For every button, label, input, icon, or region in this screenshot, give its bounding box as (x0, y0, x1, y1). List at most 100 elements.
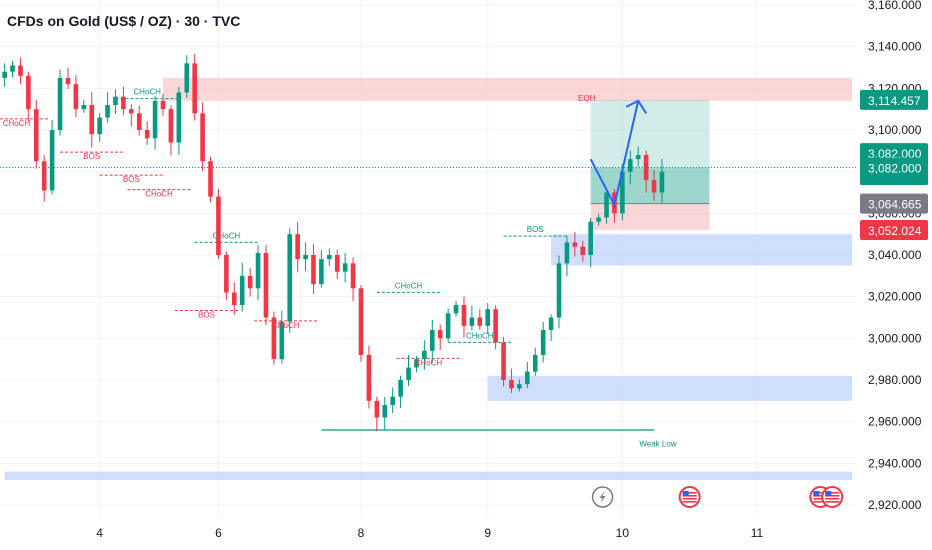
candle (41, 161, 47, 191)
us-flag-icon-stripe (682, 495, 697, 497)
candle (303, 255, 308, 260)
annotation-label: CHoCH (213, 231, 241, 240)
candle (382, 405, 388, 418)
us-flag-icon-stripe (682, 501, 697, 503)
y-tick-label: 3,160.000 (868, 0, 922, 12)
arrow-head (625, 99, 647, 114)
x-tick-label: 4 (96, 526, 103, 540)
candle (208, 161, 213, 197)
candle (239, 275, 245, 305)
lightning-icon-bolt (599, 491, 606, 503)
y-tick-label: 3,020.000 (868, 290, 922, 304)
us-flag-icon-stripe (813, 498, 828, 500)
us-flag-icon-canton (813, 491, 820, 496)
candle (453, 305, 459, 314)
candle (350, 263, 356, 289)
candle (129, 109, 134, 114)
candle (501, 342, 506, 380)
candle (620, 171, 625, 214)
x-tick-label: 6 (215, 526, 222, 540)
price-tag-label: 3,064.665 (868, 198, 922, 212)
candle (596, 217, 601, 222)
y-tick-label: 2,940.000 (868, 456, 922, 470)
candle (224, 255, 229, 293)
stop-zone (590, 203, 710, 230)
annotation-label: CHoCH (415, 358, 443, 367)
candle (461, 305, 467, 326)
event-icons[interactable] (591, 486, 844, 508)
zones (4, 77, 853, 480)
x-tick-label: 11 (751, 526, 764, 540)
price-tag (860, 219, 928, 240)
projection-path (589, 100, 640, 208)
candle (136, 113, 142, 130)
annotation-label: CHoCH (145, 190, 173, 199)
us-flag-icon-stripe (825, 498, 840, 500)
candle (295, 234, 300, 260)
candle (414, 359, 419, 368)
us-flag-icon-stripe (825, 495, 840, 497)
candle (485, 309, 491, 326)
chart-title: CFDs on Gold (US$ / OZ) · 30 · TVC (7, 13, 240, 29)
y-tick-label: 3,000.000 (868, 331, 922, 345)
y-tick-label: 3,140.000 (868, 40, 922, 54)
annotation-label: CHoCH (133, 88, 161, 97)
annotation-label: BOS (123, 175, 140, 184)
candle (572, 242, 578, 247)
price-tag-label: 3,082.000 (868, 162, 922, 176)
candle (89, 105, 95, 135)
x-tick-label: 10 (616, 526, 630, 540)
demand-zone (551, 234, 853, 266)
annotation-label: CHoCH (395, 281, 423, 290)
candle (588, 221, 593, 255)
us-flag-icon-ring (678, 486, 701, 508)
annotation-label: BOS (83, 152, 100, 161)
price-tag (860, 193, 928, 214)
annotation-label: CHoCH (272, 321, 300, 330)
candle (493, 309, 498, 343)
price-tags: 3,114.4573,082.00021:513,082.0003,064.66… (860, 89, 928, 240)
candle (287, 234, 293, 322)
candle (422, 350, 427, 360)
target-zone (590, 99, 710, 168)
us-flag-icon-canton (825, 491, 832, 496)
annotation-label: CHoCH (466, 331, 494, 340)
candle (319, 259, 324, 285)
time-axis[interactable]: 4 6 8 9 10 11 (96, 526, 763, 540)
candle (255, 252, 261, 289)
candle (659, 171, 665, 193)
y-tick-label: 2,960.000 (868, 415, 922, 429)
us-flag-icon-stripe (813, 492, 828, 494)
candle (398, 380, 403, 397)
demand-zone (487, 375, 853, 401)
projection-arrow[interactable] (589, 99, 647, 208)
annotation-label: BOS (527, 225, 544, 234)
long-position[interactable] (590, 99, 710, 230)
candle (192, 63, 197, 114)
candle (437, 330, 443, 339)
x-tick-label: 8 (358, 526, 365, 540)
candle (247, 275, 253, 289)
demand-zone (4, 471, 853, 480)
candle (525, 371, 530, 385)
candle (168, 109, 174, 143)
us-flag-icon-stripe (682, 498, 697, 500)
candle (374, 400, 380, 418)
us-flag-icon-stripe (813, 501, 828, 503)
candle (651, 180, 657, 193)
candle (57, 77, 63, 130)
candle (366, 355, 372, 401)
candle (327, 255, 332, 260)
candle (33, 109, 39, 162)
candle (176, 92, 182, 143)
y-tick-label: 3,100.000 (868, 123, 922, 137)
candle (279, 321, 285, 360)
candle (18, 65, 23, 76)
price-tag-label: 3,114.457 (868, 94, 921, 108)
us-flag-icon-stripe (682, 492, 697, 494)
candle (121, 96, 126, 110)
candles (2, 53, 665, 431)
candle (548, 317, 554, 330)
y-tick-label: 2,920.000 (868, 498, 922, 512)
